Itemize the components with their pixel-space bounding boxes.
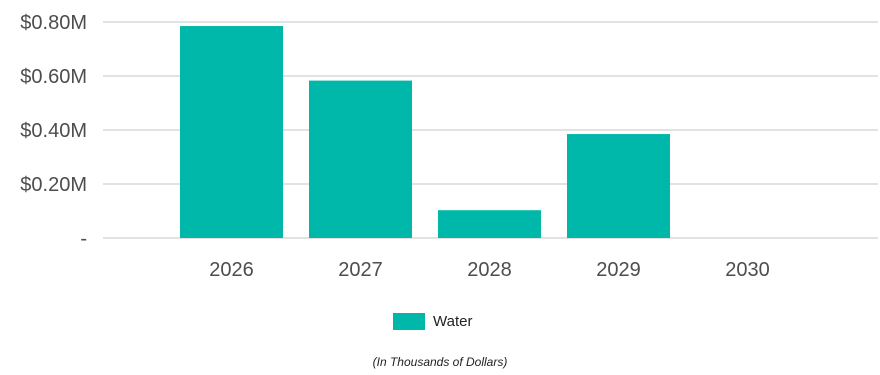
- y-tick-label: $0.60M: [20, 66, 87, 88]
- bar-2027: [309, 80, 412, 238]
- y-axis-tick-labels: - $0.20M $0.40M $0.60M $0.80M: [20, 12, 87, 250]
- y-tick-label: $0.20M: [20, 174, 87, 196]
- bar-chart: -$0.20M$0.40M$0.60M$0.80M 2026 2027 2028 20…: [20, 12, 878, 281]
- chart-footnote: (In Thousands of Dollars): [372, 355, 508, 369]
- bar-2026: [180, 26, 283, 238]
- x-tick-label: 2026: [209, 259, 254, 281]
- legend-swatch-water: [393, 313, 425, 330]
- x-tick-label: 2028: [467, 259, 512, 281]
- bar-2029: [567, 134, 670, 238]
- x-tick-label: 2030: [725, 259, 770, 281]
- bar-2028: [438, 210, 541, 238]
- legend: Water: [393, 313, 472, 330]
- y-tick-label: $0.80M: [20, 12, 87, 34]
- x-tick-label: 2029: [596, 259, 641, 281]
- x-axis-tick-labels: 2026 2027 2028 2029 2030: [209, 259, 770, 281]
- x-tick-label: 2027: [338, 259, 383, 281]
- legend-label-water: Water: [433, 313, 473, 330]
- bars: [180, 26, 670, 238]
- y-tick-label: -: [80, 228, 87, 250]
- y-tick-label: $0.40M: [20, 120, 87, 142]
